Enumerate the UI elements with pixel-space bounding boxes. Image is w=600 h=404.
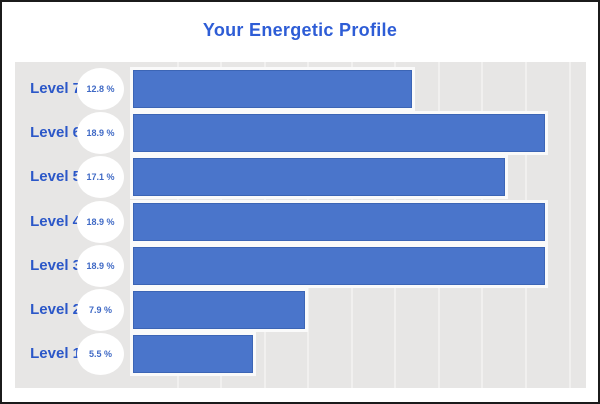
row-label: Level 6 — [30, 124, 81, 142]
bar — [133, 158, 506, 197]
chart-row: Level 7 12.8 % — [15, 68, 586, 114]
percent-badge: 17.1 % — [77, 156, 124, 199]
row-label: Level 1 — [30, 345, 81, 363]
chart-row: Level 6 18.9 % — [15, 112, 586, 158]
row-label: Level 5 — [30, 168, 81, 186]
bar — [133, 114, 545, 153]
percent-value: 18.9 % — [86, 128, 115, 139]
bar — [133, 246, 545, 285]
percent-value: 18.9 % — [86, 216, 115, 227]
percent-value: 12.8 % — [86, 84, 115, 94]
bar — [133, 202, 545, 241]
percent-badge: 18.9 % — [77, 200, 124, 243]
chart-row: Level 1 5.5 % — [15, 333, 586, 379]
bar — [133, 335, 253, 374]
bar — [133, 70, 412, 108]
percent-value: 18.9 % — [86, 260, 115, 271]
row-label: Level 3 — [30, 256, 81, 274]
percent-badge: 18.9 % — [77, 244, 124, 287]
percent-value: 5.5 % — [88, 349, 112, 360]
chart-row: Level 2 7.9 % — [15, 288, 586, 335]
chart-title: Your Energetic Profile — [202, 20, 398, 40]
percent-badge: 12.8 % — [77, 68, 124, 110]
percent-badge: 18.9 % — [77, 112, 124, 155]
percent-value: 7.9 % — [88, 304, 112, 315]
row-label: Level 2 — [30, 300, 81, 318]
gridline — [568, 62, 571, 388]
chart-rows: Level 7 12.8 % Level 6 18.9 % Level 5 17.1 % L… — [15, 68, 586, 388]
bar — [133, 290, 306, 329]
percent-badge: 5.5 % — [77, 333, 124, 376]
row-label: Level 4 — [30, 212, 81, 230]
chart-plot-area: Level 7 12.8 % Level 6 18.9 % Level 5 17.1 % L… — [15, 62, 586, 388]
percent-badge: 7.9 % — [77, 288, 124, 331]
chart-row: Level 5 17.1 % — [15, 156, 586, 202]
chart-row: Level 4 18.9 % — [15, 200, 586, 247]
chart-row: Level 3 18.9 % — [15, 244, 586, 291]
percent-value: 17.1 % — [86, 172, 115, 183]
row-label: Level 7 — [30, 80, 81, 97]
